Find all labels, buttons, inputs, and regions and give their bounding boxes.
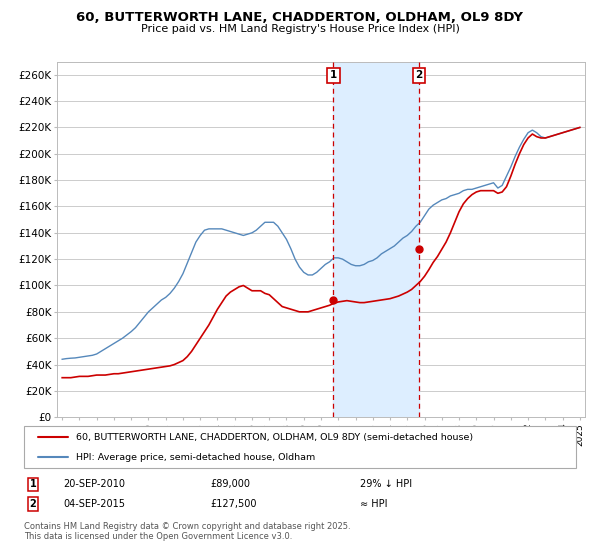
Text: 60, BUTTERWORTH LANE, CHADDERTON, OLDHAM, OL9 8DY: 60, BUTTERWORTH LANE, CHADDERTON, OLDHAM… [77, 11, 523, 24]
Text: 1: 1 [330, 71, 337, 81]
FancyBboxPatch shape [24, 426, 576, 468]
Bar [334, 62, 419, 417]
Text: 60, BUTTERWORTH LANE, CHADDERTON, OLDHAM, OL9 8DY (semi-detached house): 60, BUTTERWORTH LANE, CHADDERTON, OLDHAM… [76, 433, 473, 442]
Text: Price paid vs. HM Land Registry's House Price Index (HPI): Price paid vs. HM Land Registry's House … [140, 24, 460, 34]
Text: 2: 2 [29, 499, 37, 509]
Text: ≈ HPI: ≈ HPI [360, 499, 388, 509]
Text: HPI: Average price, semi-detached house, Oldham: HPI: Average price, semi-detached house,… [76, 452, 316, 461]
Text: 1: 1 [29, 479, 37, 489]
Text: £127,500: £127,500 [210, 499, 257, 509]
Text: 29% ↓ HPI: 29% ↓ HPI [360, 479, 412, 489]
Text: 04-SEP-2015: 04-SEP-2015 [63, 499, 125, 509]
Text: £89,000: £89,000 [210, 479, 250, 489]
Text: 2: 2 [415, 71, 422, 81]
Text: 20-SEP-2010: 20-SEP-2010 [63, 479, 125, 489]
Text: Contains HM Land Registry data © Crown copyright and database right 2025.
This d: Contains HM Land Registry data © Crown c… [24, 522, 350, 542]
